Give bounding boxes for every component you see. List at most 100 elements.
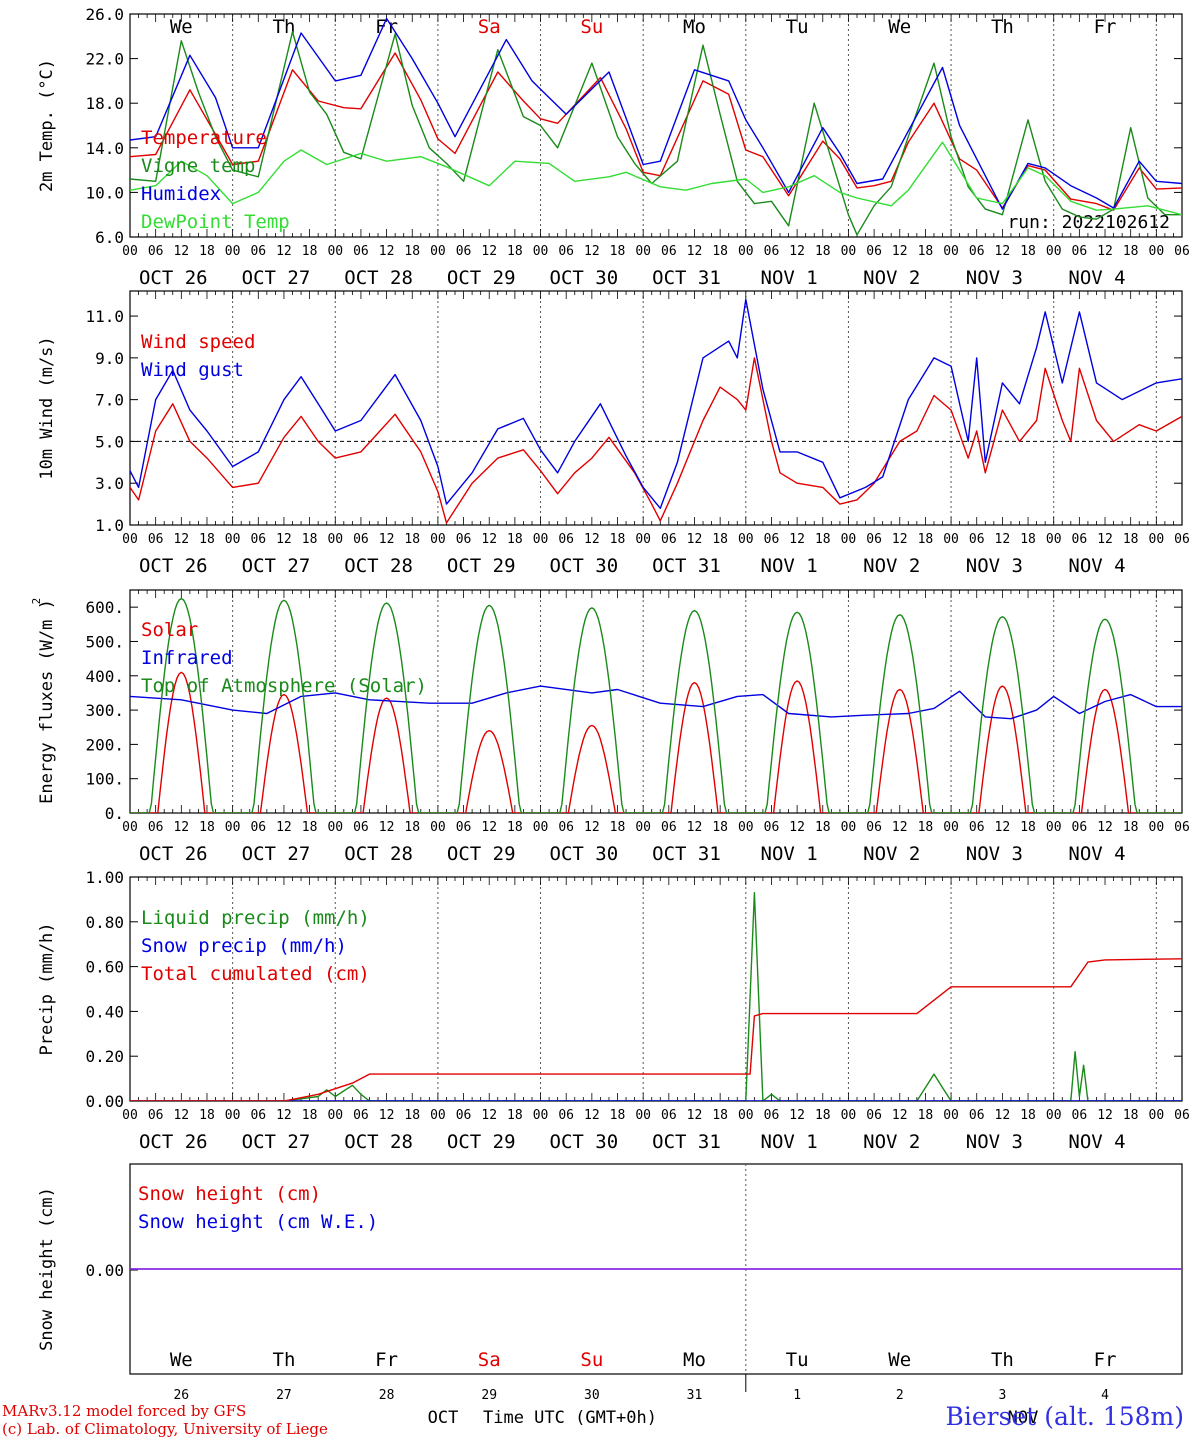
x-hour-label: 06 bbox=[148, 244, 164, 259]
x-hour-label: 06 bbox=[661, 244, 677, 259]
x-date-label: NOV 4 bbox=[1068, 1131, 1125, 1153]
day-number-label: 30 bbox=[584, 1388, 600, 1403]
x-hour-label: 00 bbox=[943, 532, 959, 547]
station-name: Bierset (alt. 158m) bbox=[945, 1402, 1184, 1431]
x-hour-label: 18 bbox=[199, 1108, 215, 1123]
x-date-label: OCT 29 bbox=[447, 267, 516, 289]
x-hour-label: 18 bbox=[815, 820, 831, 835]
x-hour-label: 00 bbox=[1046, 532, 1062, 547]
series-line-total-cumulated-cm- bbox=[130, 958, 1182, 1101]
weekday-label: Mo bbox=[683, 1349, 706, 1371]
weekday-label: Th bbox=[273, 1349, 296, 1371]
x-hour-label: 18 bbox=[815, 244, 831, 259]
x-date-label: OCT 31 bbox=[652, 843, 721, 865]
x-hour-label: 00 bbox=[225, 244, 241, 259]
x-hour-label: 06 bbox=[456, 820, 472, 835]
x-hour-label: 06 bbox=[250, 532, 266, 547]
x-hour-label: 00 bbox=[122, 820, 138, 835]
series-group bbox=[130, 892, 1182, 1101]
x-hour-label: 06 bbox=[661, 532, 677, 547]
x-hour-label: 00 bbox=[430, 820, 446, 835]
series-line-dewpoint-temp bbox=[130, 141, 1182, 216]
weekday-label: Mo bbox=[683, 16, 706, 38]
weekday-label: Tu bbox=[786, 1349, 809, 1371]
x-date-label: OCT 31 bbox=[652, 1131, 721, 1153]
x-hour-label: 12 bbox=[276, 532, 292, 547]
x-date-label: OCT 28 bbox=[344, 843, 413, 865]
x-hour-label: 12 bbox=[995, 1108, 1011, 1123]
energy-flux-panel: 2 0. 100. 200. 300. 400. 500. 600. Energy fluxe… bbox=[30, 589, 1190, 865]
x-hour-label: 18 bbox=[815, 532, 831, 547]
x-hour-label: 18 bbox=[1123, 820, 1139, 835]
x-hour-label: 06 bbox=[148, 532, 164, 547]
x-hour-label: 00 bbox=[122, 1108, 138, 1123]
x-hour-label: 12 bbox=[173, 820, 189, 835]
x-hour-label: 18 bbox=[507, 244, 523, 259]
legend-entry: Liquid precip (mm/h) bbox=[141, 907, 370, 929]
x-hour-label: 18 bbox=[712, 1108, 728, 1123]
series-line-solar bbox=[130, 671, 1182, 813]
x-date-label: OCT 30 bbox=[550, 267, 619, 289]
x-date-label: OCT 30 bbox=[550, 843, 619, 865]
day-number-label: 29 bbox=[481, 1388, 497, 1403]
x-axis-title: Time UTC (GMT+0h) bbox=[483, 1408, 657, 1428]
legend-entry: Snow height (cm W.E.) bbox=[138, 1211, 378, 1233]
temperature-panel: run: 2022102612 6.0 10.0 14.0 18.0 22.0 26.0 2… bbox=[37, 5, 1190, 289]
panel-frame bbox=[129, 290, 1183, 526]
x-hour-label: 12 bbox=[789, 532, 805, 547]
x-hour-label: 12 bbox=[276, 1108, 292, 1123]
weekday-label: Sa bbox=[478, 1349, 501, 1371]
weekday-label: Sa bbox=[478, 16, 501, 38]
x-hour-label: 18 bbox=[918, 532, 934, 547]
x-hour-label: 00 bbox=[122, 532, 138, 547]
x-hour-label: 00 bbox=[841, 1108, 857, 1123]
x-hour-label: 06 bbox=[456, 532, 472, 547]
x-hour-label: 00 bbox=[1046, 1108, 1062, 1123]
precipitation-panel: 0.00 0.20 0.40 0.60 0.80 1.00 Precip (mm/h) 00 0… bbox=[37, 868, 1190, 1153]
x-hour-label: 12 bbox=[1097, 820, 1113, 835]
x-hour-label: 06 bbox=[148, 1108, 164, 1123]
x-hour-label: 06 bbox=[558, 532, 574, 547]
x-hour-label: 00 bbox=[533, 244, 549, 259]
x-hour-label: 18 bbox=[302, 532, 318, 547]
series-line-infrared bbox=[130, 685, 1182, 720]
y-tick-label: 200. bbox=[85, 735, 124, 754]
x-hour-label: 00 bbox=[1149, 532, 1165, 547]
x-hour-label: 06 bbox=[1072, 1108, 1088, 1123]
x-hour-label: 12 bbox=[892, 532, 908, 547]
x-date-label: OCT 31 bbox=[652, 555, 721, 577]
day-number-label: 4 bbox=[1101, 1388, 1109, 1403]
y-tick-label: 6.0 bbox=[95, 228, 124, 247]
x-hour-label: 18 bbox=[815, 1108, 831, 1123]
legend-entry: DewPoint Temp bbox=[141, 211, 290, 233]
y-tick-label: 22.0 bbox=[85, 50, 124, 69]
x-hour-label: 00 bbox=[533, 532, 549, 547]
x-hour-label: 06 bbox=[250, 1108, 266, 1123]
x-hour-label: 00 bbox=[225, 532, 241, 547]
credit-line-1: MARv3.12 model forced by GFS bbox=[2, 1402, 247, 1420]
x-date-label: NOV 2 bbox=[863, 267, 920, 289]
x-hour-label: 12 bbox=[995, 532, 1011, 547]
x-hour-label: 00 bbox=[430, 1108, 446, 1123]
x-hour-label: 12 bbox=[173, 532, 189, 547]
snow-height-panel: OCT Time UTC (GMT+0h) NOV 0.00 Snow heigh… bbox=[37, 1163, 1183, 1428]
x-date-label: NOV 3 bbox=[966, 267, 1023, 289]
x-hour-label: 06 bbox=[1174, 820, 1190, 835]
y-tick-label: 14.0 bbox=[85, 139, 124, 158]
x-hour-label: 00 bbox=[327, 820, 343, 835]
x-hour-label: 00 bbox=[635, 244, 651, 259]
x-hour-label: 12 bbox=[379, 532, 395, 547]
x-date-label: OCT 26 bbox=[139, 1131, 208, 1153]
weekday-label: Su bbox=[580, 16, 603, 38]
x-hour-label: 12 bbox=[892, 820, 908, 835]
x-date-label: OCT 27 bbox=[242, 843, 311, 865]
x-hour-label: 12 bbox=[995, 820, 1011, 835]
x-hour-label: 06 bbox=[764, 532, 780, 547]
day-number-label: 27 bbox=[276, 1388, 292, 1403]
series-line-wind-speed bbox=[130, 357, 1182, 524]
x-hour-label: 06 bbox=[353, 1108, 369, 1123]
x-date-label: OCT 27 bbox=[242, 1131, 311, 1153]
x-hour-label: 18 bbox=[507, 1108, 523, 1123]
x-hour-label: 00 bbox=[430, 532, 446, 547]
